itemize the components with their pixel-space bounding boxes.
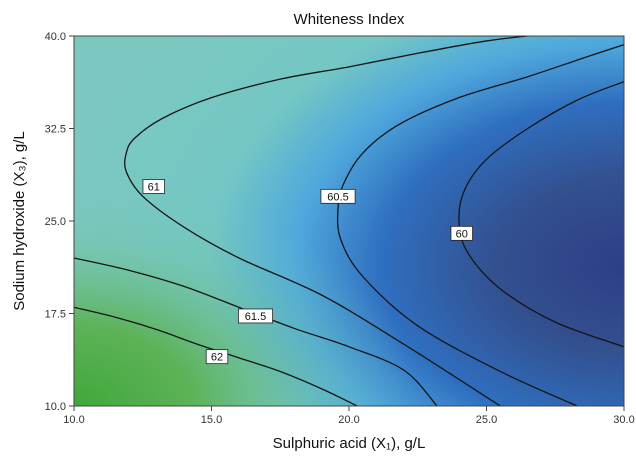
chart-title: Whiteness Index [294, 11, 405, 28]
contour-line-60 [458, 81, 624, 348]
contour-labels: 62 61.5 61 60.5 60 [142, 179, 473, 365]
x-tick-label: 10.0 [63, 414, 84, 426]
contour-label-60.5: 60.5 [320, 188, 356, 204]
x-tick-label: 15.0 [201, 414, 222, 426]
contour-label-box [205, 349, 229, 365]
contour-label-text: 61 [148, 181, 160, 193]
plot-area [74, 36, 624, 406]
x-tick-label: 25.0 [476, 414, 497, 426]
contour-line-61 [124, 36, 528, 406]
x-axis-title: Sulphuric acid (X₁), g/L [273, 435, 426, 452]
y-tick-label: 32.5 [45, 124, 66, 136]
contour-label-box [142, 179, 165, 194]
contour-label-text: 60.5 [327, 191, 348, 203]
contour-label-box [320, 188, 356, 204]
x-tick-label: 30.0 [613, 414, 634, 426]
y-tick-label: 40.0 [45, 31, 66, 43]
contour-label-text: 61.5 [245, 311, 266, 323]
contour-label-61.5: 61.5 [237, 308, 273, 324]
contour-label-box [237, 308, 273, 324]
y-tick-label: 17.5 [45, 309, 66, 321]
y-tick-label: 25.0 [45, 216, 66, 228]
contour-line-60.5 [336, 44, 624, 406]
contour-label-62: 62 [205, 349, 229, 365]
contour-label-61: 61 [142, 179, 165, 194]
contour-label-box [450, 225, 473, 241]
y-tick-label: 10.0 [45, 401, 66, 413]
contour-label-text: 60 [456, 228, 468, 240]
x-tick-label: 20.0 [338, 414, 359, 426]
high-region-fill [74, 36, 624, 406]
y-axis-title: Sodium hydroxide (X₃), g/L [11, 131, 28, 311]
axes: 10.0 15.0 20.0 25.0 30.0 10.0 17.5 25.0 32.5 40.0 [45, 31, 635, 426]
contour-label-60: 60 [450, 225, 473, 241]
contour-label-text: 62 [211, 352, 223, 364]
